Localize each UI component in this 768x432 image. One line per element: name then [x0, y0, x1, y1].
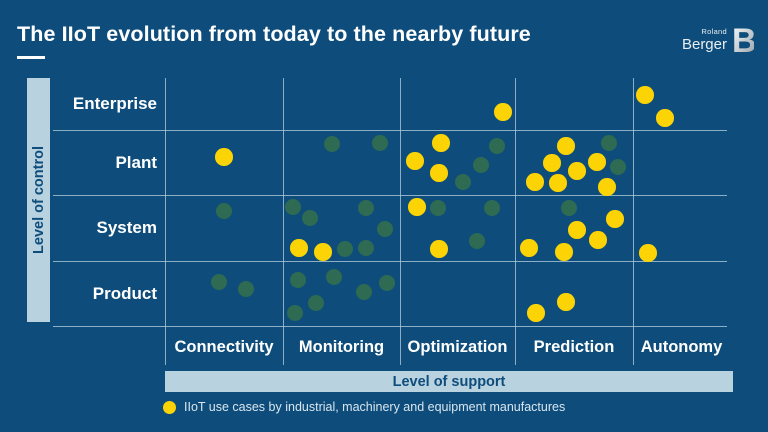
data-point-green [455, 174, 471, 190]
data-point-yellow [406, 152, 424, 170]
data-point-green [287, 305, 303, 321]
data-point-green [285, 199, 301, 215]
data-point-yellow [494, 103, 512, 121]
data-point-green [358, 200, 374, 216]
gridline-horizontal [53, 326, 727, 327]
data-point-green [324, 136, 340, 152]
data-point-yellow [598, 178, 616, 196]
logo-b-icon: B [732, 23, 754, 57]
col-label-optimization: Optimization [407, 337, 508, 356]
col-label-connectivity: Connectivity [174, 337, 274, 356]
x-axis-title: Level of support [392, 373, 506, 390]
gridline-vertical [400, 78, 401, 365]
data-point-yellow [557, 293, 575, 311]
data-point-yellow [520, 239, 538, 257]
data-point-green [238, 281, 254, 297]
data-point-green [211, 274, 227, 290]
data-point-yellow [557, 137, 575, 155]
data-point-green [356, 284, 372, 300]
data-point-green [473, 157, 489, 173]
data-point-yellow [432, 134, 450, 152]
data-point-yellow [549, 174, 567, 192]
logo-text-berger: Berger [681, 35, 727, 53]
gridline-horizontal [53, 195, 727, 196]
data-point-yellow [656, 109, 674, 127]
data-point-yellow [568, 221, 586, 239]
row-label-system: System [96, 218, 157, 237]
data-point-yellow [555, 243, 573, 261]
page-title: The IIoT evolution from today to the nea… [17, 22, 531, 46]
data-point-green [377, 221, 393, 237]
data-point-yellow [589, 231, 607, 249]
svg-text:B: B [732, 23, 754, 57]
row-label-enterprise: Enterprise [72, 94, 157, 113]
data-point-green [337, 241, 353, 257]
data-point-green [290, 272, 306, 288]
data-point-green [326, 269, 342, 285]
gridline-horizontal [53, 130, 727, 131]
row-label-plant: Plant [115, 152, 157, 172]
gridline-horizontal [53, 261, 727, 262]
gridline-vertical [515, 78, 516, 365]
data-point-yellow [636, 86, 654, 104]
data-point-green [216, 203, 232, 219]
col-label-monitoring: Monitoring [298, 337, 385, 356]
data-point-green [610, 159, 626, 175]
data-point-yellow [527, 304, 545, 322]
data-point-yellow [430, 240, 448, 258]
col-label-prediction: Prediction [533, 337, 615, 356]
data-point-yellow [430, 164, 448, 182]
data-point-green [302, 210, 318, 226]
data-point-yellow [639, 244, 657, 262]
data-point-yellow [568, 162, 586, 180]
data-point-green [489, 138, 505, 154]
x-axis-title-bar: Level of support [165, 371, 733, 392]
data-point-green [561, 200, 577, 216]
data-point-yellow [215, 148, 233, 166]
data-point-green [308, 295, 324, 311]
gridline-vertical [633, 78, 634, 365]
data-point-yellow [408, 198, 426, 216]
data-point-yellow [290, 239, 308, 257]
legend: IIoT use cases by industrial, machinery … [163, 400, 565, 414]
data-point-yellow [314, 243, 332, 261]
roland-berger-logo: Roland Berger B [682, 23, 754, 57]
col-label-autonomy: Autonomy [640, 337, 723, 356]
legend-label: IIoT use cases by industrial, machinery … [184, 400, 566, 414]
row-label-product: Product [92, 283, 157, 303]
data-point-yellow [543, 154, 561, 172]
gridline-vertical [283, 78, 284, 365]
gridline-vertical [165, 78, 166, 365]
data-point-green [484, 200, 500, 216]
y-axis-title: Level of control [30, 146, 47, 254]
data-point-green [358, 240, 374, 256]
data-point-yellow [606, 210, 624, 228]
logo-text-roland: Roland [701, 27, 727, 37]
title-underline [17, 56, 45, 59]
legend-yellow-dot-icon [163, 400, 176, 414]
data-point-green [430, 200, 446, 216]
data-point-yellow [588, 153, 606, 171]
y-axis-title-bar: Level of control [27, 78, 50, 322]
data-point-green [469, 233, 485, 249]
data-point-yellow [526, 173, 544, 191]
data-point-green [372, 135, 388, 151]
data-point-green [601, 135, 617, 151]
data-point-green [379, 275, 395, 291]
